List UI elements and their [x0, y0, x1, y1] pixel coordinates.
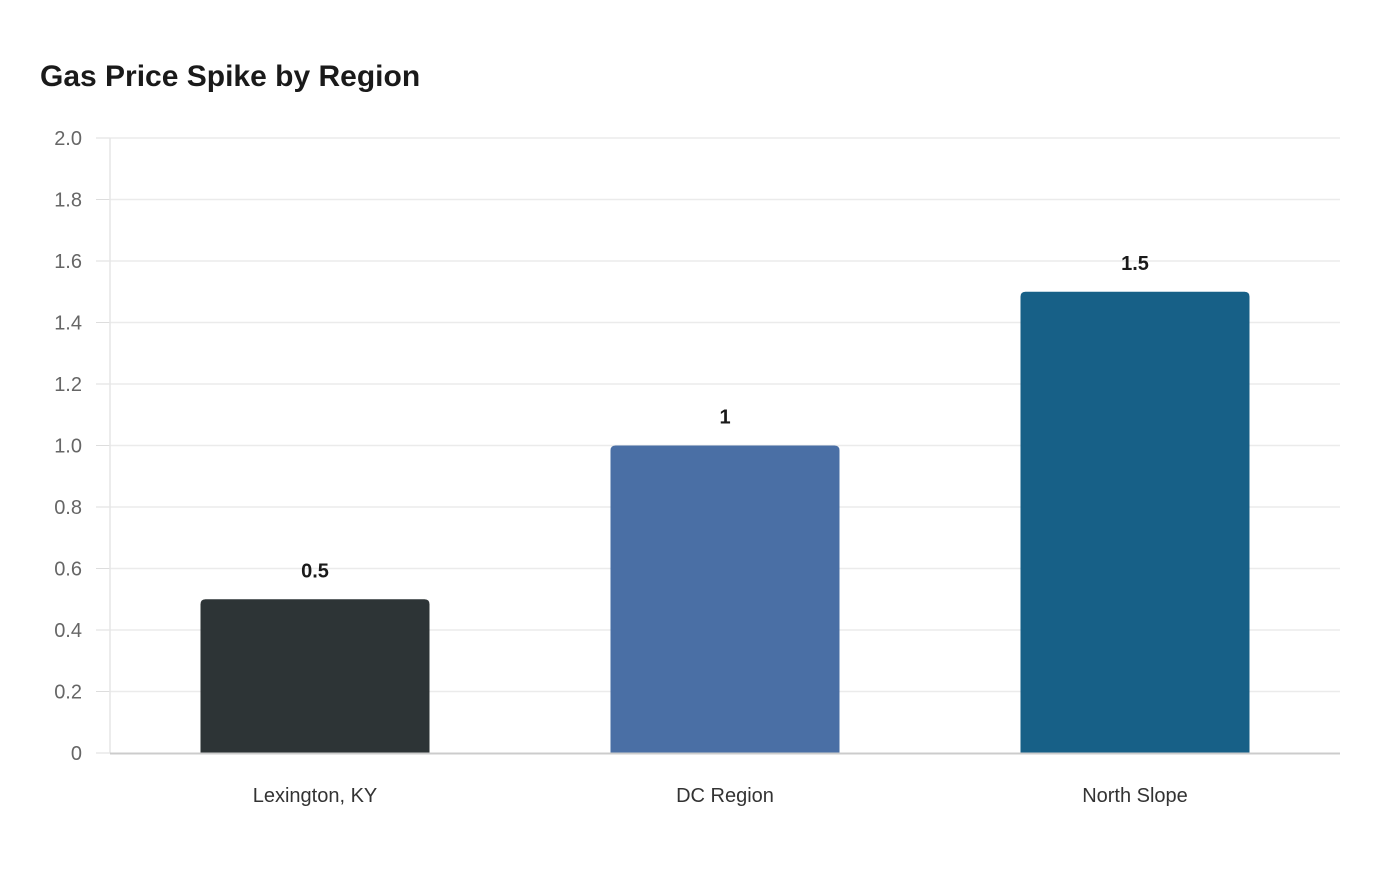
- y-tick-label: 1.2: [54, 374, 82, 396]
- y-tick-label: 2.0: [54, 128, 82, 150]
- data-label: 1.5: [1121, 253, 1149, 275]
- y-tick-label: 0.4: [54, 620, 82, 642]
- y-tick-label: 0: [71, 743, 82, 765]
- y-tick-label: 1.0: [54, 436, 82, 458]
- y-tick-label: 0.6: [54, 559, 82, 581]
- bar: [200, 599, 430, 753]
- data-label: 1: [719, 407, 730, 429]
- y-tick-label: 1.8: [54, 190, 82, 212]
- x-category-label: Lexington, KY: [253, 785, 378, 807]
- y-tick-label: 0.2: [54, 682, 82, 704]
- y-tick-label: 1.6: [54, 251, 82, 273]
- y-tick-label: 1.4: [54, 313, 82, 335]
- x-category-label: DC Region: [676, 785, 774, 807]
- y-tick-label: 0.8: [54, 497, 82, 519]
- bar: [1020, 291, 1250, 753]
- chart-title: Gas Price Spike by Region: [40, 60, 421, 93]
- x-category-label: North Slope: [1082, 785, 1188, 807]
- bar: [610, 445, 840, 753]
- data-label: 0.5: [301, 560, 329, 582]
